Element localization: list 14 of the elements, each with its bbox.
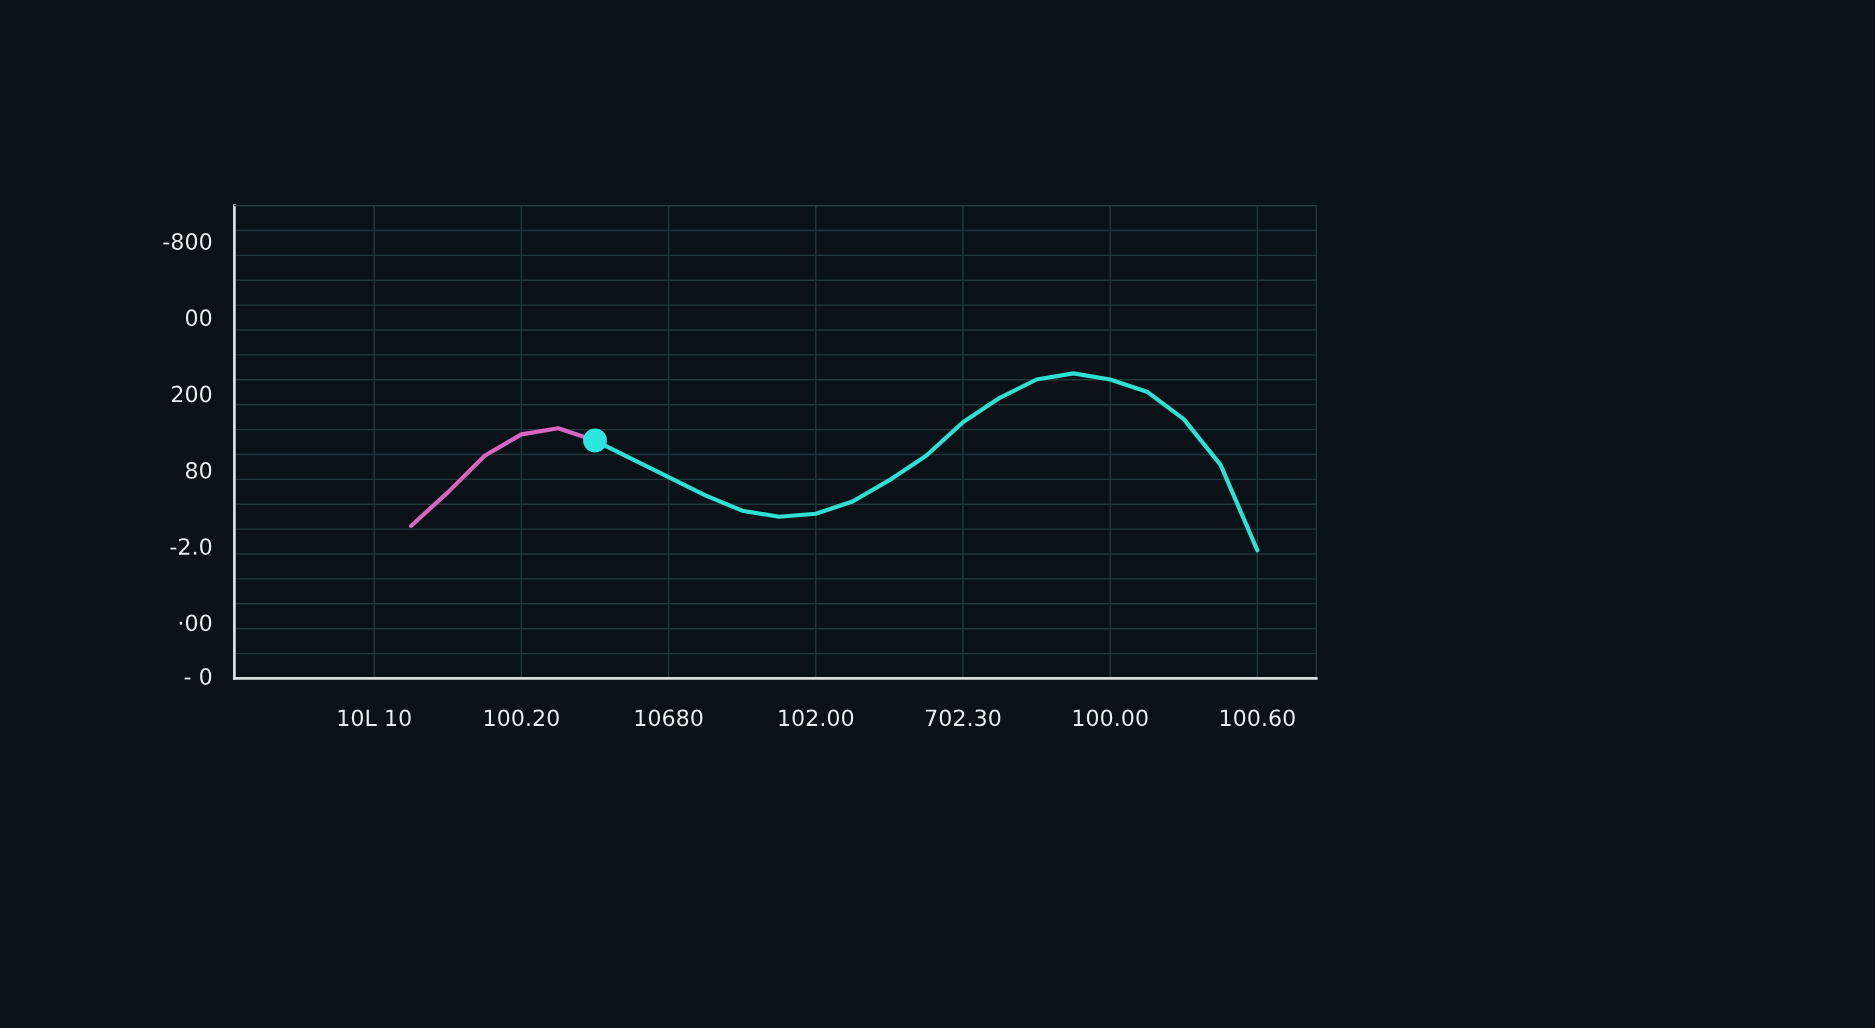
text: - 0: [184, 668, 212, 685]
text: 200: [171, 385, 212, 403]
x-tick-label: 102.00: [779, 709, 854, 727]
text: -2.0: [170, 538, 212, 555]
text: ·00: [179, 614, 212, 632]
text: 00: [185, 309, 212, 327]
text: 80: [185, 461, 212, 479]
text: -800: [163, 233, 212, 250]
x-tick-label: 100.60: [1220, 709, 1295, 727]
x-tick-label: 10680: [635, 709, 703, 727]
x-tick-label: 100.00: [1073, 709, 1148, 727]
x-tick-label: 100.20: [484, 709, 559, 727]
x-tick-label: 10L 10: [338, 709, 411, 727]
x-tick-label: 702.30: [925, 709, 1001, 727]
